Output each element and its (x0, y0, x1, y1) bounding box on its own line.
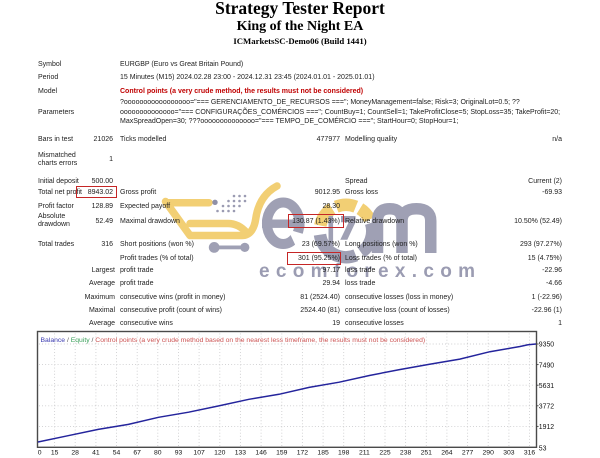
svg-text:15: 15 (51, 450, 59, 457)
svg-text:225: 225 (379, 450, 391, 457)
svg-text:0: 0 (38, 450, 42, 457)
svg-text:67: 67 (133, 450, 141, 457)
svg-text:146: 146 (255, 450, 267, 457)
svg-text:9350: 9350 (539, 342, 554, 349)
svg-text:211: 211 (359, 450, 370, 457)
svg-text:53: 53 (539, 446, 547, 453)
svg-text:3772: 3772 (539, 404, 554, 411)
svg-text:316: 316 (524, 450, 536, 457)
svg-text:159: 159 (276, 450, 288, 457)
svg-text:290: 290 (483, 450, 495, 457)
svg-text:28: 28 (71, 450, 79, 457)
svg-text:54: 54 (113, 450, 121, 457)
svg-text:198: 198 (338, 450, 350, 457)
svg-text:303: 303 (503, 450, 515, 457)
svg-text:277: 277 (462, 450, 474, 457)
svg-text:5631: 5631 (539, 383, 554, 390)
svg-text:Balance / Equity / Control poi: Balance / Equity / Control points (a ver… (41, 337, 426, 344)
svg-text:251: 251 (421, 450, 433, 457)
svg-text:264: 264 (441, 450, 453, 457)
svg-text:41: 41 (92, 450, 100, 457)
svg-text:185: 185 (317, 450, 329, 457)
svg-text:ecomforex.com: ecomforex.com (259, 261, 481, 282)
svg-text:133: 133 (235, 450, 247, 457)
svg-text:172: 172 (297, 450, 309, 457)
svg-text:1912: 1912 (539, 424, 554, 431)
svg-text:80: 80 (154, 450, 162, 457)
svg-text:7490: 7490 (539, 362, 554, 369)
svg-text:238: 238 (400, 450, 412, 457)
svg-text:93: 93 (175, 450, 183, 457)
svg-text:120: 120 (214, 450, 226, 457)
svg-text:107: 107 (193, 450, 205, 457)
